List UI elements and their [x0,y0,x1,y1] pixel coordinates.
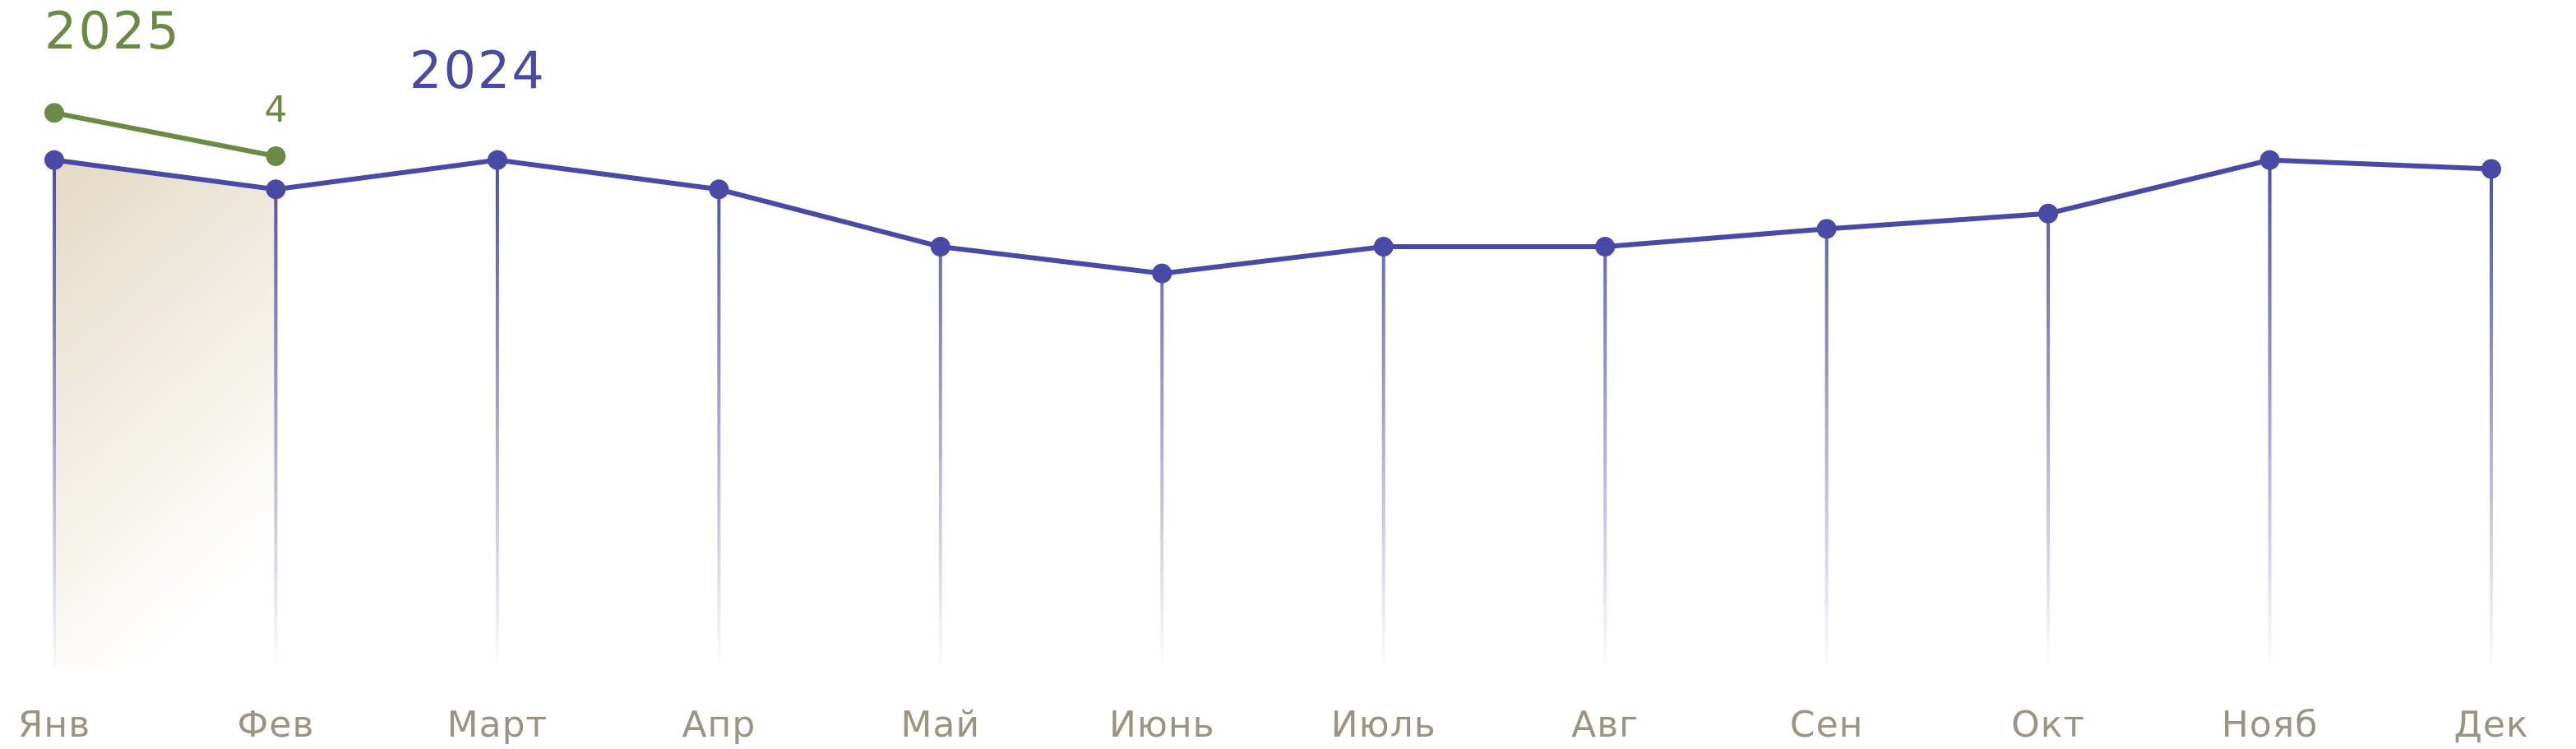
x-tick-label: Май [901,704,981,746]
x-tick-label: Сен [1790,704,1864,746]
legend-2025: 2025 [44,1,181,61]
point [2038,203,2059,224]
x-tick-label: Июнь [1109,704,1215,746]
x-tick-label: Янв [18,704,90,746]
x-tick-label: Апр [682,704,756,746]
x-tick-label: Окт [2011,704,2085,746]
value-label: 4 [264,89,287,131]
point [2259,150,2280,170]
x-tick-label: Июль [1331,704,1436,746]
point [1373,237,1394,257]
x-tick-label: Фев [238,704,315,746]
point [44,150,64,170]
point [266,146,286,166]
point [1152,263,1172,284]
x-tick-label: Авг [1571,704,1639,746]
point [2481,159,2501,179]
x-tick-label: Март [447,704,548,746]
point [1816,219,1837,239]
x-tick-label: Нояб [2222,704,2319,746]
current-period-area [54,160,276,666]
point [44,103,64,123]
point [487,150,507,170]
point [266,179,286,200]
point [1595,237,1616,257]
series-line [53,157,2492,276]
point [709,179,729,200]
x-tick-label: Дек [2453,704,2528,746]
series-line [53,110,277,159]
point [930,237,950,257]
legend-2024: 2024 [409,40,546,100]
